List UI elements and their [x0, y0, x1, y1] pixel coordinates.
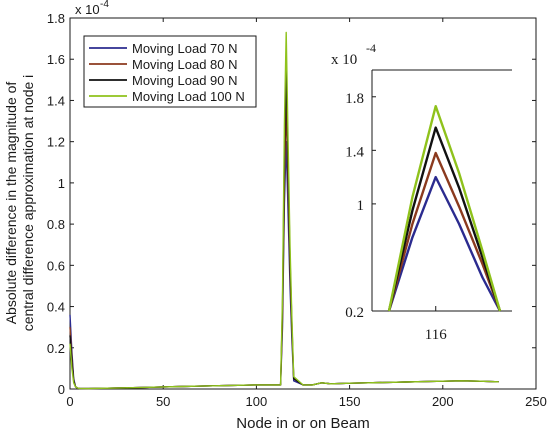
x-axis-label: Node in or on Beam — [236, 415, 369, 432]
y-tick-label: 1 — [58, 176, 65, 191]
y-tick-label: 0.6 — [47, 258, 65, 273]
x-tick-label: 150 — [339, 394, 361, 409]
y-exponent-label: x 10 — [75, 2, 100, 17]
legend-label: Moving Load 80 N — [132, 57, 238, 72]
y-tick-label: 0.2 — [47, 341, 65, 356]
y-tick-label: 1.6 — [47, 52, 65, 67]
inset-series-line-2 — [387, 151, 502, 312]
inset-series-line-3 — [387, 126, 502, 312]
inset-y-tick-label: 1.4 — [345, 144, 364, 160]
inset-y-tick-label: 0.2 — [345, 305, 364, 321]
y-tick-label: 1.4 — [47, 93, 65, 108]
inset-y-exponent-label: x 10 — [331, 52, 357, 68]
legend-label: Moving Load 100 N — [132, 89, 245, 104]
x-tick-label: 100 — [246, 394, 268, 409]
x-tick-label: 200 — [432, 394, 454, 409]
y-tick-label: 1.8 — [47, 11, 65, 26]
y-tick-label: 0 — [58, 382, 65, 397]
series-line-4 — [69, 31, 499, 390]
y-tick-label: 1.2 — [47, 135, 65, 150]
inset-y-tick-label: 1 — [357, 198, 365, 214]
inset-y-exponent-power: -4 — [366, 41, 376, 55]
y-exponent-power: -4 — [100, 0, 109, 10]
legend-label: Moving Load 90 N — [132, 73, 238, 88]
x-tick-label: 250 — [525, 394, 547, 409]
inset-x-tick-label: 116 — [425, 327, 447, 343]
inset-y-tick-label: 1.8 — [345, 91, 364, 107]
y-tick-label: 0.8 — [47, 217, 65, 232]
inset-series-line-1 — [387, 175, 502, 312]
x-tick-label: 50 — [156, 394, 170, 409]
y-tick-label: 0.4 — [47, 300, 65, 315]
y-axis-label-line1: Absolute difference in the magnitude of — [3, 82, 19, 325]
main-axis-ticks: 0 50 100 150 200 250 0 0.2 0.4 0.6 0.8 1 1.2 1.4 1.6 1.… — [47, 11, 547, 409]
x-tick-label: 0 — [66, 394, 73, 409]
inset-plot: x 10 -4 0.2 1 1.4 1.8 116 — [331, 41, 512, 343]
legend-label: Moving Load 70 N — [132, 41, 238, 56]
y-axis-label-line2: central difference approximation at node… — [20, 75, 36, 332]
inset-series-line-4 — [387, 104, 502, 312]
main-series-lines — [69, 31, 499, 390]
